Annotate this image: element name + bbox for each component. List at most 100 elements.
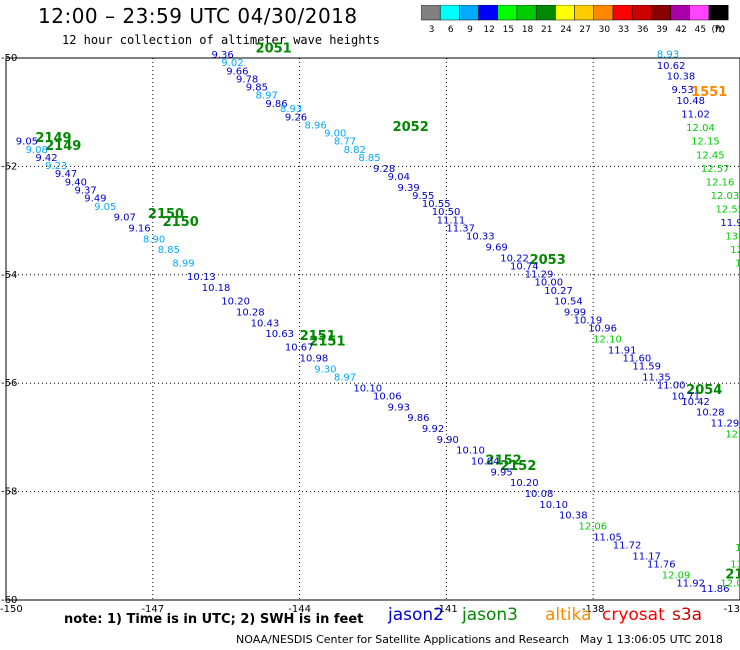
wave-height-point: 9.39 xyxy=(397,183,419,194)
wave-height-point: 12.16 xyxy=(706,177,735,188)
wave-height-point: 9.30 xyxy=(314,364,336,375)
wave-height-point: 10.71 xyxy=(671,391,700,402)
pass-label: 2054 xyxy=(686,383,722,398)
satellite-legend-item: cryosat xyxy=(602,605,665,625)
wave-height-point: 9.86 xyxy=(407,413,429,424)
wave-height-point: 9.00 xyxy=(324,129,346,140)
wave-height-point: 11.29 xyxy=(711,419,740,430)
legend-label: 45 xyxy=(695,25,706,35)
wave-height-point: 12.55 xyxy=(716,204,740,215)
wave-height-point: 10.18 xyxy=(202,283,231,294)
legend-label: 21 xyxy=(541,25,552,35)
wave-height-point: 9.86 xyxy=(265,99,287,110)
wave-height-point: 8.99 xyxy=(172,259,194,270)
wave-height-point: 12.06 xyxy=(579,522,608,533)
wave-height-point: 10.33 xyxy=(466,232,495,243)
pass-label: 2152 xyxy=(486,454,522,469)
pass-label: 2151 xyxy=(309,334,345,349)
wave-height-point: 12.04 xyxy=(686,123,715,134)
wave-height-point: 11.35 xyxy=(642,372,671,383)
wave-height-point: 9.85 xyxy=(246,83,268,94)
legend-label: 27 xyxy=(579,25,590,35)
wave-height-point: 9.40 xyxy=(65,177,87,188)
chart-title: 12:00 – 23:59 UTC 04/30/2018 xyxy=(38,4,358,28)
wave-height-point: 11.11 xyxy=(437,215,466,226)
wave-height-point: 12.50 xyxy=(730,245,740,256)
satellite-legend-item: s3a xyxy=(672,605,703,625)
y-tick-label: -60 xyxy=(1,595,17,606)
wave-height-point: 11.59 xyxy=(632,362,661,373)
wave-height-point: 11.72 xyxy=(613,541,642,552)
wave-height-point: 12.45 xyxy=(696,150,725,161)
wave-height-point: 10.20 xyxy=(510,478,539,489)
wave-height-point: 9.78 xyxy=(236,74,258,85)
wave-height-point: 10.10 xyxy=(456,446,485,457)
wave-height-point: 10.38 xyxy=(667,72,696,83)
satellite-legend-item: jason3 xyxy=(462,605,518,625)
wave-height-point: 9.99 xyxy=(564,307,586,318)
wave-height-point: 9.55 xyxy=(412,191,434,202)
wave-height-point: 10.06 xyxy=(373,391,402,402)
wave-height-point: 10.62 xyxy=(657,61,686,72)
wave-height-point: 14.89 xyxy=(735,543,740,554)
satellite-legend-item: jason2 xyxy=(388,605,444,625)
legend-label: 36 xyxy=(637,25,649,35)
wave-height-point: 12.03 xyxy=(711,191,740,202)
x-tick-label: -138 xyxy=(582,604,605,612)
wave-height-point: 11.29 xyxy=(525,270,554,281)
wave-height-point: 10.28 xyxy=(236,307,265,318)
legend-label: 39 xyxy=(656,25,668,35)
wave-height-point: 9.42 xyxy=(35,153,57,164)
wave-height-point: 9.02 xyxy=(221,58,243,69)
pass-label: 2053 xyxy=(530,253,566,268)
wave-height-point: 12.04 xyxy=(720,578,740,589)
wave-height-point: 9.92 xyxy=(422,424,444,435)
legend-swatch xyxy=(708,5,729,21)
wave-height-point: 10.96 xyxy=(588,324,617,335)
wave-height-point: 10.13 xyxy=(187,272,216,283)
wave-height-point: 9.05 xyxy=(94,202,116,213)
wave-height-point: 9.07 xyxy=(114,213,136,224)
wave-height-point: 13.54 xyxy=(730,559,740,570)
pass-label: 2152 xyxy=(500,459,536,474)
wave-height-point: 9.16 xyxy=(128,223,150,234)
x-corner-label-max: -13 xyxy=(724,604,740,612)
wave-height-point: 10.63 xyxy=(265,329,294,340)
wave-height-point: 10.54 xyxy=(554,297,583,308)
legend-label: 3 xyxy=(429,25,435,35)
wave-height-point: 11.37 xyxy=(446,223,475,234)
pass-label: 2150 xyxy=(148,207,184,222)
wave-height-point: 10.19 xyxy=(574,316,603,327)
wave-height-point: 12.14 xyxy=(725,429,740,440)
wave-height-point: 12.57 xyxy=(701,164,730,175)
wave-height-point: 11.86 xyxy=(701,584,730,595)
wave-height-point: 10.50 xyxy=(432,207,461,218)
pass-label: 2151 xyxy=(300,329,336,344)
wave-height-point: 10.27 xyxy=(544,286,573,297)
y-tick-label: -52 xyxy=(1,161,17,172)
wave-height-point: 11.92 xyxy=(676,578,705,589)
legend-label: 18 xyxy=(522,25,534,35)
wave-height-point: 10.74 xyxy=(510,261,539,272)
wave-height-point: 10.48 xyxy=(676,96,705,107)
y-tick-label: -50 xyxy=(1,53,17,64)
legend-label: 70 xyxy=(714,25,726,35)
legend-label: 9 xyxy=(467,25,473,35)
wave-height-point: 9.36 xyxy=(212,50,234,61)
y-tick-label: -56 xyxy=(1,378,17,389)
wave-height-point: 11.05 xyxy=(593,532,622,543)
legend-label: 12 xyxy=(483,25,494,35)
wave-height-point: 9.28 xyxy=(373,164,395,175)
wave-height-point: 9.47 xyxy=(55,169,77,180)
wave-height-point: 9.95 xyxy=(490,467,512,478)
wave-height-point: 9.04 xyxy=(388,172,410,183)
wave-height-point: 9.66 xyxy=(226,66,248,77)
wave-height-point: 10.98 xyxy=(300,354,329,365)
wave-height-point: 11.91 xyxy=(608,345,637,356)
wave-height-map: -147 -144 -141 -138 -50 -52 -54 -56 -58 -60-150 -1… xyxy=(0,42,740,612)
legend-label: 6 xyxy=(448,25,454,35)
wave-height-point: 9.93 xyxy=(388,402,410,413)
wave-height-point: 8.93 xyxy=(657,49,679,60)
wave-height-point: 8.97 xyxy=(256,91,278,102)
legend-label: 42 xyxy=(675,25,686,35)
